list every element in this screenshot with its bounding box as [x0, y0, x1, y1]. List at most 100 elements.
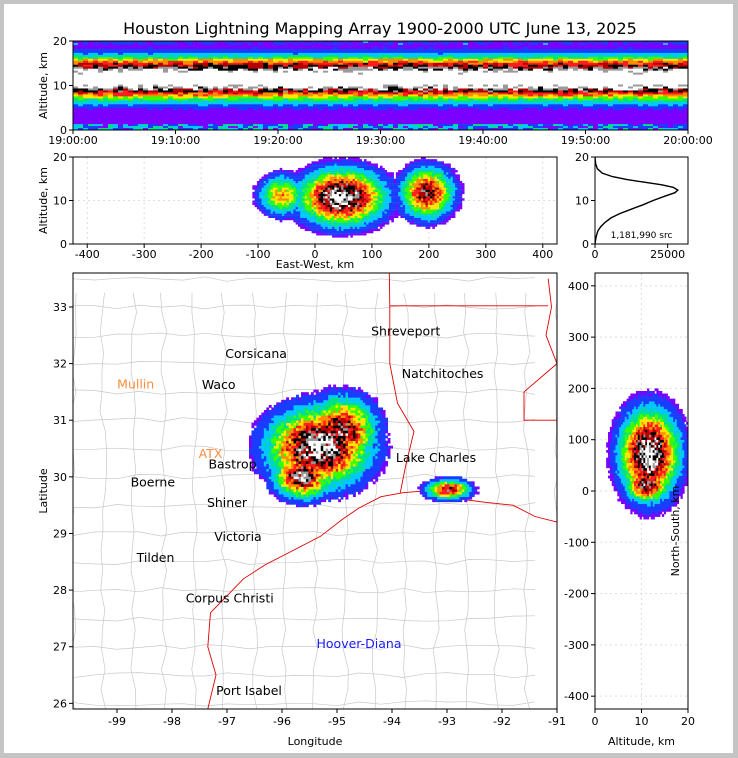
time-altitude-cell [538, 126, 544, 129]
time-altitude-cell [608, 110, 614, 113]
time-altitude-cell [358, 128, 364, 130]
time-altitude-cell [593, 98, 599, 101]
time-altitude-cell [558, 100, 564, 103]
time-altitude-cell [338, 126, 344, 129]
time-altitude-cell [528, 102, 534, 105]
time-altitude-cell [538, 108, 544, 111]
time-altitude-cell [168, 80, 174, 83]
time-altitude-cell [358, 106, 364, 109]
time-altitude-cell [528, 62, 534, 66]
time-altitude-cell [233, 42, 239, 46]
time-altitude-cell [348, 66, 354, 70]
time-altitude-cell [213, 126, 219, 129]
time-altitude-cell [488, 88, 494, 91]
time-altitude-cell [78, 124, 84, 127]
time-altitude-cell [203, 68, 209, 72]
time-altitude-cell [393, 60, 399, 64]
time-altitude-cell [548, 84, 554, 87]
time-altitude-cell [248, 94, 254, 97]
time-altitude-cell [293, 110, 299, 113]
time-altitude-cell [383, 86, 389, 89]
time-altitude-cell [268, 118, 274, 121]
time-altitude-cell [613, 94, 619, 97]
time-altitude-cell [623, 96, 629, 99]
time-altitude-cell [318, 110, 324, 113]
time-altitude-cell [158, 80, 164, 83]
time-altitude-cell [173, 120, 179, 123]
time-altitude-cell [443, 46, 449, 50]
time-altitude-cell [168, 52, 174, 56]
time-altitude-cell [523, 74, 529, 77]
time-altitude-cell [358, 62, 364, 66]
time-altitude-cell [308, 92, 314, 95]
time-altitude-cell [448, 86, 454, 89]
time-altitude-cell [423, 92, 429, 95]
time-altitude-cell [488, 54, 494, 58]
time-altitude-cell [343, 90, 349, 93]
time-altitude-cell [113, 86, 119, 89]
time-altitude-cell [468, 46, 474, 50]
time-altitude-cell [103, 124, 109, 127]
time-altitude-cell [318, 62, 324, 66]
time-altitude-cell [123, 100, 129, 103]
time-altitude-cell [278, 86, 284, 89]
time-altitude-cell [483, 80, 489, 83]
time-altitude-cell [143, 94, 149, 97]
time-altitude-cell [373, 60, 379, 64]
time-altitude-cell [298, 106, 304, 109]
time-altitude-cell [563, 118, 569, 121]
time-altitude-cell [493, 72, 499, 76]
time-altitude-cell [308, 78, 314, 81]
time-altitude-cell [183, 124, 189, 127]
time-altitude-cell [278, 106, 284, 109]
time-altitude-cell [303, 42, 309, 46]
time-altitude-cell [433, 118, 439, 121]
time-altitude-cell [593, 62, 599, 66]
time-altitude-cell [378, 56, 384, 60]
time-altitude-cell [323, 74, 329, 77]
time-altitude-cell [158, 88, 164, 91]
time-altitude-cell [158, 74, 164, 77]
time-altitude-cell [183, 120, 189, 123]
time-altitude-cell [593, 84, 599, 87]
time-altitude-cell [278, 54, 284, 58]
time-altitude-cell [413, 108, 419, 111]
time-altitude-cell [373, 84, 379, 87]
time-altitude-cell [158, 58, 164, 62]
time-altitude-cell [148, 96, 154, 99]
time-altitude-cell [93, 56, 99, 60]
time-altitude-cell [353, 82, 359, 85]
time-altitude-cell [443, 90, 449, 93]
time-altitude-cell [318, 104, 324, 107]
time-altitude-cell [418, 60, 424, 64]
time-altitude-cell [148, 100, 154, 103]
time-altitude-cell [408, 41, 414, 44]
time-altitude-cell [518, 96, 524, 99]
time-altitude-cell [308, 76, 314, 79]
time-altitude-cell [158, 118, 164, 121]
time-altitude-cell [538, 60, 544, 64]
time-altitude-cell [448, 56, 454, 60]
time-altitude-cell [528, 124, 534, 127]
time-altitude-cell [128, 66, 134, 70]
time-altitude-cell [113, 80, 119, 83]
time-altitude-cell [378, 122, 384, 125]
time-altitude-cell [143, 70, 149, 74]
time-altitude-cell [493, 46, 499, 50]
time-altitude-cell [303, 56, 309, 60]
time-altitude-cell [468, 114, 474, 117]
time-altitude-cell [333, 94, 339, 97]
time-altitude-cell [83, 58, 89, 62]
time-altitude-cell [108, 64, 114, 68]
time-altitude-cell [348, 84, 354, 87]
time-altitude-cell [203, 88, 209, 91]
time-altitude-cell [293, 116, 299, 119]
time-altitude-cell [163, 108, 169, 111]
time-altitude-cell [588, 118, 594, 121]
time-altitude-cell [83, 42, 89, 46]
time-altitude-cell [388, 110, 394, 113]
time-altitude-cell [243, 62, 249, 66]
time-altitude-cell [328, 104, 334, 107]
time-altitude-cell [283, 94, 289, 97]
time-altitude-cell [118, 76, 124, 79]
